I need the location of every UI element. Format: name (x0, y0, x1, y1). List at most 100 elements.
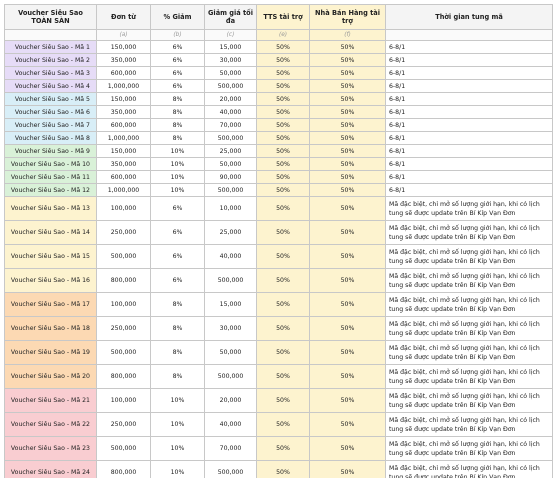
voucher-name-cell: Voucher Siêu Sao - Mã 19 (4, 340, 97, 365)
max-discount-cell: 90,000 (204, 170, 257, 184)
max-discount-cell: 20,000 (204, 92, 257, 106)
table-row: Voucher Siêu Sao - Mã 8 1,000,000 8% 500,00… (4, 131, 553, 145)
header-row: Voucher Siêu Sao TOÀN SÀN Đơn từ % Giảm … (4, 4, 553, 30)
table-row: Voucher Siêu Sao - Mã 4 1,000,000 6% 500,00… (4, 79, 553, 93)
voucher-name-cell: Voucher Siêu Sao - Mã 1 (4, 40, 97, 54)
max-discount-cell: 40,000 (204, 412, 257, 437)
max-discount-cell: 15,000 (204, 40, 257, 54)
voucher-name-cell: Voucher Siêu Sao - Mã 15 (4, 244, 97, 269)
seller-sponsor-cell: 50% (309, 364, 386, 389)
voucher-name-cell: Voucher Siêu Sao - Mã 12 (4, 183, 97, 197)
discount-percent-cell: 10% (150, 436, 205, 461)
min-order-cell: 800,000 (96, 364, 151, 389)
release-time-cell: 6-8/1 (385, 170, 553, 184)
discount-percent-cell: 6% (150, 268, 205, 293)
release-time-cell: Mã đặc biệt, chỉ mở số lượng giới hạn, k… (385, 244, 553, 269)
min-order-cell: 600,000 (96, 118, 151, 132)
tts-sponsor-cell: 50% (256, 66, 310, 80)
discount-percent-cell: 10% (150, 412, 205, 437)
table-row: Voucher Siêu Sao - Mã 2 350,000 6% 30,000 50… (4, 53, 553, 67)
header-nbh: Nhà Bán Hàng tài trợ (309, 4, 386, 30)
subheader-a: (a) (96, 29, 151, 41)
table-row: Voucher Siêu Sao - Mã 16 800,000 6% 500,000… (4, 268, 553, 293)
discount-percent-cell: 10% (150, 170, 205, 184)
discount-percent-cell: 6% (150, 40, 205, 54)
discount-percent-cell: 8% (150, 316, 205, 341)
release-time-cell: 6-8/1 (385, 131, 553, 145)
release-time-cell: Mã đặc biệt, chỉ mở số lượng giới hạn, k… (385, 316, 553, 341)
discount-percent-cell: 10% (150, 183, 205, 197)
release-time-cell: Mã đặc biệt, chỉ mở số lượng giới hạn, k… (385, 412, 553, 437)
max-discount-cell: 500,000 (204, 268, 257, 293)
seller-sponsor-cell: 50% (309, 316, 386, 341)
release-time-cell: 6-8/1 (385, 105, 553, 119)
seller-sponsor-cell: 50% (309, 170, 386, 184)
min-order-cell: 600,000 (96, 170, 151, 184)
max-discount-cell: 30,000 (204, 316, 257, 341)
table-row: Voucher Siêu Sao - Mã 23 500,000 10% 70,000… (4, 436, 553, 461)
min-order-cell: 250,000 (96, 220, 151, 245)
header-voucher: Voucher Siêu Sao TOÀN SÀN (4, 4, 97, 30)
release-time-cell: 6-8/1 (385, 79, 553, 93)
max-discount-cell: 40,000 (204, 105, 257, 119)
max-discount-cell: 50,000 (204, 340, 257, 365)
voucher-name-cell: Voucher Siêu Sao - Mã 6 (4, 105, 97, 119)
tts-sponsor-cell: 50% (256, 79, 310, 93)
discount-percent-cell: 8% (150, 118, 205, 132)
release-time-cell: Mã đặc biệt, chỉ mở số lượng giới hạn, k… (385, 388, 553, 413)
seller-sponsor-cell: 50% (309, 144, 386, 158)
header-voucher-title: Voucher Siêu Sao (18, 9, 83, 17)
header-pct-giam: % Giảm (150, 4, 205, 30)
table-row: Voucher Siêu Sao - Mã 20 800,000 8% 500,000… (4, 364, 553, 389)
tts-sponsor-cell: 50% (256, 131, 310, 145)
tts-sponsor-cell: 50% (256, 292, 310, 317)
table-row: Voucher Siêu Sao - Mã 3 600,000 6% 50,000 50… (4, 66, 553, 80)
release-time-cell: Mã đặc biệt, chỉ mở số lượng giới hạn, k… (385, 268, 553, 293)
seller-sponsor-cell: 50% (309, 53, 386, 67)
voucher-name-cell: Voucher Siêu Sao - Mã 2 (4, 53, 97, 67)
release-time-cell: 6-8/1 (385, 157, 553, 171)
table-row: Voucher Siêu Sao - Mã 18 250,000 8% 30,000 5… (4, 316, 553, 341)
min-order-cell: 600,000 (96, 66, 151, 80)
seller-sponsor-cell: 50% (309, 268, 386, 293)
release-time-cell: Mã đặc biệt, chỉ mở số lượng giới hạn, k… (385, 460, 553, 478)
voucher-name-cell: Voucher Siêu Sao - Mã 3 (4, 66, 97, 80)
subheader-empty (4, 29, 97, 41)
tts-sponsor-cell: 50% (256, 268, 310, 293)
voucher-name-cell: Voucher Siêu Sao - Mã 18 (4, 316, 97, 341)
tts-sponsor-cell: 50% (256, 316, 310, 341)
seller-sponsor-cell: 50% (309, 105, 386, 119)
seller-sponsor-cell: 50% (309, 40, 386, 54)
discount-percent-cell: 6% (150, 53, 205, 67)
seller-sponsor-cell: 50% (309, 66, 386, 80)
min-order-cell: 800,000 (96, 268, 151, 293)
min-order-cell: 150,000 (96, 40, 151, 54)
header-don-tu: Đơn từ (96, 4, 151, 30)
table-row: Voucher Siêu Sao - Mã 1 150,000 6% 15,000 50… (4, 40, 553, 54)
table-row: Voucher Siêu Sao - Mã 19 500,000 8% 50,000 5… (4, 340, 553, 365)
voucher-name-cell: Voucher Siêu Sao - Mã 22 (4, 412, 97, 437)
discount-percent-cell: 6% (150, 196, 205, 221)
seller-sponsor-cell: 50% (309, 388, 386, 413)
table-row: Voucher Siêu Sao - Mã 9 150,000 10% 25,000 5… (4, 144, 553, 158)
release-time-cell: Mã đặc biệt, chỉ mở số lượng giới hạn, k… (385, 220, 553, 245)
release-time-cell: 6-8/1 (385, 144, 553, 158)
tts-sponsor-cell: 50% (256, 183, 310, 197)
table-row: Voucher Siêu Sao - Mã 7 600,000 8% 70,000 50… (4, 118, 553, 132)
discount-percent-cell: 8% (150, 92, 205, 106)
min-order-cell: 1,000,000 (96, 183, 151, 197)
release-time-cell: Mã đặc biệt, chỉ mở số lượng giới hạn, k… (385, 292, 553, 317)
voucher-name-cell: Voucher Siêu Sao - Mã 4 (4, 79, 97, 93)
table-row: Voucher Siêu Sao - Mã 10 350,000 10% 50,000… (4, 157, 553, 171)
seller-sponsor-cell: 50% (309, 131, 386, 145)
voucher-name-cell: Voucher Siêu Sao - Mã 10 (4, 157, 97, 171)
seller-sponsor-cell: 50% (309, 436, 386, 461)
seller-sponsor-cell: 50% (309, 92, 386, 106)
seller-sponsor-cell: 50% (309, 118, 386, 132)
tts-sponsor-cell: 50% (256, 196, 310, 221)
max-discount-cell: 500,000 (204, 131, 257, 145)
header-tts: TTS tài trợ (256, 4, 310, 30)
release-time-cell: 6-8/1 (385, 183, 553, 197)
tts-sponsor-cell: 50% (256, 92, 310, 106)
tts-sponsor-cell: 50% (256, 144, 310, 158)
